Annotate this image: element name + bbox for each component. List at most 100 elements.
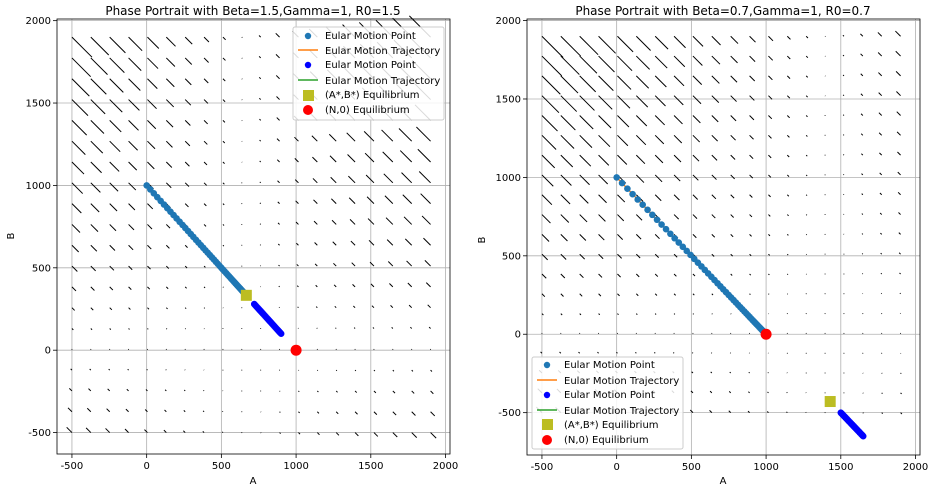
vector-arrow: [109, 244, 116, 251]
x-axis-label: A: [720, 476, 727, 487]
vector-arrow: [368, 239, 375, 246]
vector-arrow: [423, 237, 431, 246]
vector-arrow: [90, 265, 96, 272]
vector-arrow: [258, 56, 262, 59]
vector-arrow: [730, 253, 734, 257]
vector-arrow: [805, 332, 807, 334]
vector-arrow: [71, 140, 86, 155]
vector-arrow: [711, 35, 721, 46]
vector-arrow: [259, 160, 262, 163]
vector-arrow: [165, 244, 170, 249]
vector-arrow: [579, 332, 581, 334]
vector-arrow: [730, 75, 738, 83]
vector-arrow: [598, 95, 613, 110]
vector-arrow: [748, 391, 750, 394]
vector-arrow: [691, 371, 694, 374]
vector-arrow: [71, 36, 93, 58]
vector-arrow: [617, 95, 631, 109]
vector-arrow: [541, 174, 554, 187]
vector-arrow: [109, 203, 118, 212]
vector-arrow: [805, 115, 808, 118]
vector-arrow: [711, 75, 720, 84]
vector-arrow: [711, 115, 719, 123]
vector-arrow: [296, 285, 299, 288]
vector-arrow: [598, 35, 616, 54]
vector-arrow: [353, 327, 356, 329]
vector-arrow: [560, 115, 576, 131]
legend-label: Eular Motion Trajectory: [325, 76, 440, 87]
axis-ticks: -500 0 500 1000 1500 2000 -500 0 500 1000 1500 2000: [26, 16, 459, 472]
vector-arrow: [768, 115, 773, 120]
vector-arrow: [316, 432, 320, 436]
vector-arrow: [843, 372, 845, 374]
vector-arrow: [635, 154, 646, 165]
vector-arrow: [399, 150, 413, 163]
vector-arrow: [222, 328, 224, 330]
vector-arrow: [768, 214, 771, 217]
vector-arrow: [297, 306, 299, 309]
vector-arrow: [768, 194, 771, 198]
vector-arrow: [294, 179, 299, 184]
vector-arrow: [127, 368, 129, 371]
vector-arrow: [109, 120, 122, 133]
vector-arrow: [824, 352, 826, 354]
vector-arrow: [202, 430, 205, 433]
vector-arrow: [654, 134, 665, 145]
y-tick-label: 1000: [26, 181, 51, 192]
vector-arrow: [403, 216, 413, 225]
vector-arrow: [860, 33, 864, 37]
vector-arrow: [879, 212, 883, 215]
phase-portrait-right: -500 0 500 1000 1500 2000 -500 0 500 1000 1500 2000…: [477, 4, 928, 487]
vector-arrow: [203, 140, 208, 145]
motion-point: [671, 234, 678, 242]
vector-arrow: [276, 138, 280, 142]
y-tick-label: 0: [45, 346, 51, 357]
vector-arrow: [90, 36, 110, 56]
vector-arrow: [560, 154, 574, 168]
legend-label: (A*,B*) Equilibrium: [325, 90, 420, 101]
vector-arrow: [354, 432, 359, 437]
vector-arrow: [222, 57, 226, 61]
plot-frame: [526, 18, 921, 456]
motion-point: [649, 211, 656, 219]
vector-arrow: [598, 313, 601, 316]
vector-arrow: [165, 182, 172, 189]
vector-arrow: [711, 55, 721, 65]
vector-arrow: [711, 234, 716, 238]
vector-arrow: [411, 432, 418, 438]
legend-marker: [304, 32, 312, 40]
vector-arrow: [411, 369, 414, 372]
vector-arrow: [390, 305, 394, 309]
vector-arrow: [241, 411, 243, 413]
vector-arrow: [579, 234, 587, 241]
vector-arrow: [85, 427, 92, 433]
equilibrium-trivial-marker: [290, 344, 302, 356]
vector-arrow: [768, 75, 773, 81]
vector-arrow: [824, 293, 826, 295]
vector-arrow: [673, 313, 676, 315]
vector-arrow: [128, 161, 138, 171]
vector-arrow: [410, 326, 413, 329]
x-tick-label: 2000: [433, 461, 458, 472]
vector-arrow: [353, 305, 356, 309]
vector-arrow: [277, 201, 280, 204]
vector-arrow: [635, 234, 642, 240]
vector-arrow: [616, 351, 618, 354]
vector-arrow: [843, 253, 845, 255]
vector-arrow: [106, 408, 111, 413]
vector-arrow: [241, 328, 243, 330]
vector-arrow: [259, 223, 262, 225]
motion-point: [629, 190, 636, 198]
vector-arrow: [88, 388, 92, 392]
vector-arrow: [260, 328, 262, 330]
vector-arrow: [654, 75, 667, 88]
vector-arrow: [805, 372, 807, 374]
vector-arrow: [598, 253, 604, 260]
vector-arrow: [373, 432, 379, 437]
vector-arrow: [71, 99, 89, 116]
y-tick-label: -500: [498, 408, 521, 419]
vector-arrow: [654, 273, 659, 277]
vector-arrow: [277, 180, 280, 184]
x-axis-label: A: [250, 476, 257, 487]
